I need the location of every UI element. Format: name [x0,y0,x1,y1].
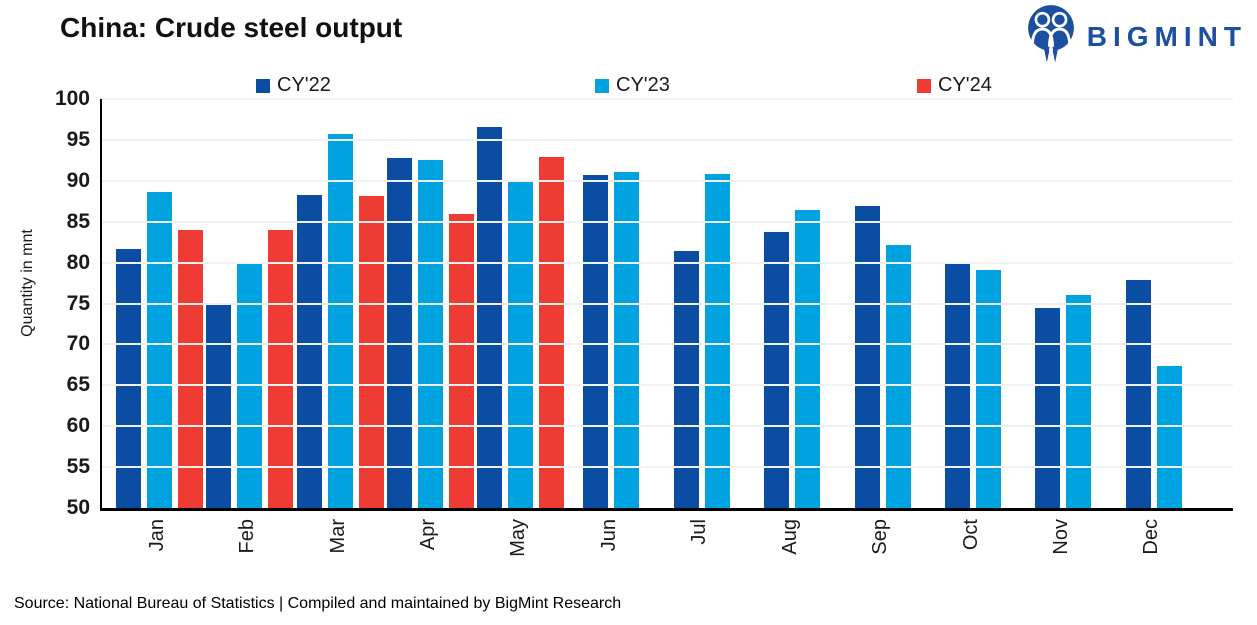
x-tick-cell: May [474,519,564,583]
plot-area [100,98,1233,511]
x-tick-cell: Sep [835,519,925,583]
bar-cy22-apr [386,157,412,508]
gridline [102,302,1233,305]
gridline [102,179,1233,182]
month-group-dec [1109,99,1199,508]
x-tick-label: Jun [597,519,620,552]
gridline [102,384,1233,387]
y-tick-label: 80 [66,250,90,274]
month-group-jun [566,99,656,508]
gridline [102,98,1233,100]
bar-cy23-nov [1066,294,1092,508]
x-tick-label: Oct [959,519,982,551]
x-tick-label: Mar [326,519,349,554]
bar-cy23-jun [614,171,640,508]
x-tick-cell: Aug [745,519,835,583]
month-group-jul [657,99,747,508]
x-tick-label: May [507,519,530,557]
gridline [102,138,1233,141]
y-tick-label: 85 [66,209,90,233]
x-tick-label: Aug [778,519,801,555]
bar-cy23-aug [795,210,821,508]
x-tick-label: Jul [688,519,711,545]
gridline [102,261,1233,264]
bar-cy24-jan [177,229,203,508]
y-tick-label: 65 [66,373,90,397]
legend-item-cy23: CY'23 [595,74,670,97]
x-tick-cell: Jul [655,519,745,583]
bar-cy22-jan [115,248,141,508]
gridline [102,466,1233,469]
bar-cy24-mar [358,195,384,508]
legend-label-cy22: CY'22 [277,74,331,96]
x-tick-cell: Jan [112,519,202,583]
bar-cy22-mar [296,194,322,508]
bar-cy22-sep [854,206,880,508]
x-tick-cell: Jun [564,519,654,583]
y-tick-label: 55 [66,455,90,479]
y-tick-label: 60 [66,414,90,438]
month-group-aug [747,99,837,508]
bar-cy23-sep [885,245,911,508]
y-tick-label: 100 [54,87,90,110]
y-tick-label: 50 [66,496,90,519]
bar-cy24-may [539,157,565,508]
bar-cy24-feb [268,229,294,508]
bar-cy22-jul [673,251,699,508]
x-tick-label: Jan [145,519,168,552]
bar-cy23-mar [327,134,353,508]
bar-cy22-nov [1035,307,1061,508]
bar-cy23-apr [417,159,443,508]
x-tick-label: Feb [236,519,259,554]
bigmint-logo-text: BIGMINT [1086,20,1247,52]
y-tick-label: 70 [66,332,90,356]
bar-cy23-oct [976,269,1001,508]
chart-title: China: Crude steel output [60,12,403,43]
month-group-mar [295,99,385,508]
source-note: Source: National Bureau of Statistics | … [14,595,622,612]
bar-cy22-feb [206,303,232,508]
month-group-jan [114,99,204,508]
legend-item-cy24: CY'24 [917,74,992,97]
x-tick-cell: Mar [293,519,383,583]
x-tick-cell: Oct [926,519,1016,583]
gridline [102,343,1233,346]
bar-cy23-jan [146,192,172,508]
gridline [102,220,1233,223]
bar-cy22-may [477,126,503,508]
legend-swatch-cy23 [595,78,609,93]
legend-item-cy22: CY'22 [256,74,331,97]
x-tick-label: Apr [416,519,439,551]
x-tick-cell: Dec [1107,519,1197,583]
y-tick-label: 90 [66,168,90,192]
month-group-nov [1018,99,1108,508]
bar-cy23-jul [704,174,730,508]
bar-cy22-aug [764,231,790,508]
bigmint-logo-icon [1025,4,1077,69]
y-axis-tick-labels: 50 55 60 65 70 75 80 85 90 95 100 [0,0,90,625]
legend-swatch-cy24 [917,78,931,93]
month-group-sep [837,99,927,508]
legend-label-cy23: CY'23 [616,74,670,96]
x-tick-cell: Nov [1016,519,1106,583]
legend-swatch-cy22 [256,78,270,93]
x-tick-cell: Apr [383,519,473,583]
bar-cy22-dec [1125,279,1151,508]
bar-cy22-jun [583,175,609,508]
bar-cy23-dec [1156,365,1182,508]
legend-label-cy24: CY'24 [938,74,992,96]
y-tick-label: 75 [66,291,90,315]
bar-cy24-apr [448,214,474,508]
x-tick-label: Nov [1049,519,1072,555]
x-tick-label: Sep [869,519,892,555]
y-tick-label: 95 [66,127,90,151]
gridline [102,425,1233,428]
x-tick-cell: Feb [202,519,292,583]
bigmint-logo: BIGMINT [1025,4,1247,69]
x-tick-label: Dec [1140,519,1163,555]
x-axis-tick-labels: Jan Feb Mar Apr May Jun Jul Aug Sep Oct Nov Dec [100,519,1231,583]
